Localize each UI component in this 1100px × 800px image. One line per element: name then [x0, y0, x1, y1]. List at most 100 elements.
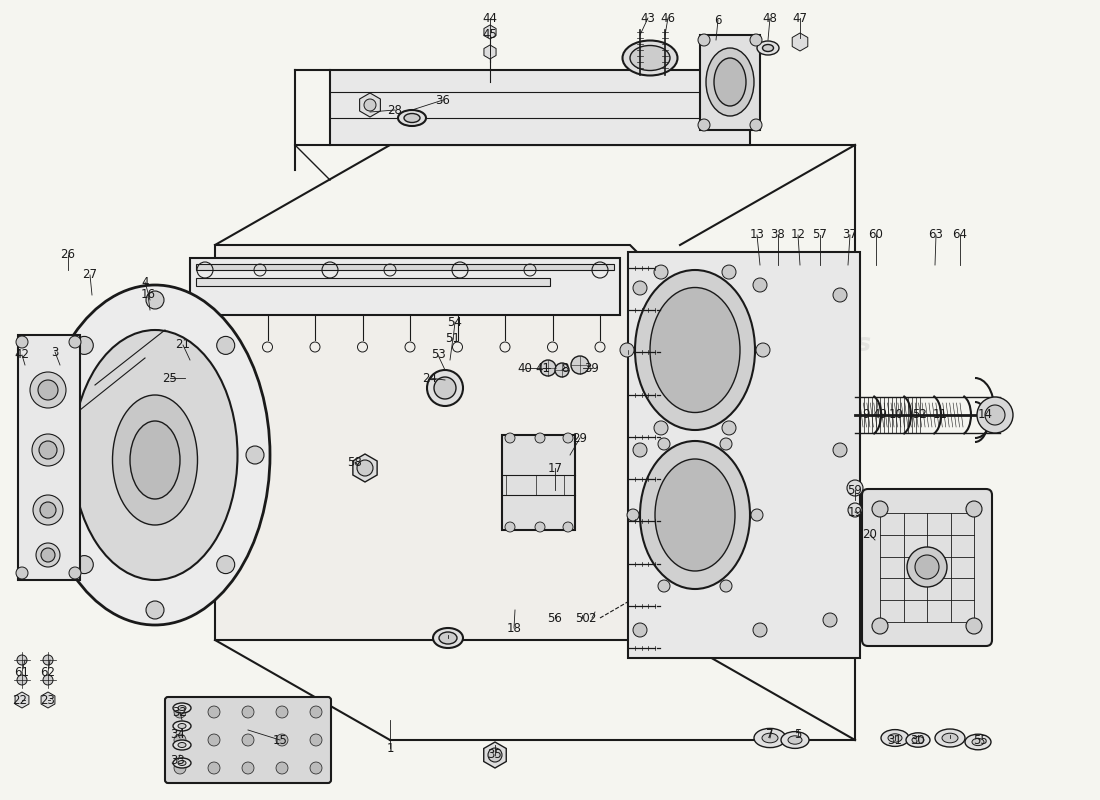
Circle shape	[310, 762, 322, 774]
Ellipse shape	[640, 441, 750, 589]
Polygon shape	[353, 454, 377, 482]
Text: 29: 29	[572, 431, 587, 445]
Circle shape	[848, 503, 862, 517]
Ellipse shape	[433, 628, 463, 648]
Circle shape	[966, 618, 982, 634]
Circle shape	[720, 580, 732, 592]
Circle shape	[310, 706, 322, 718]
Circle shape	[16, 567, 28, 579]
Circle shape	[16, 655, 28, 665]
Circle shape	[208, 706, 220, 718]
Text: 8: 8	[561, 362, 569, 374]
Text: 16: 16	[141, 289, 155, 302]
Text: 53: 53	[430, 349, 446, 362]
Circle shape	[751, 509, 763, 521]
Circle shape	[276, 734, 288, 746]
Ellipse shape	[972, 738, 984, 746]
Text: 58: 58	[348, 455, 362, 469]
Circle shape	[16, 336, 28, 348]
Circle shape	[847, 480, 864, 496]
Text: 48: 48	[762, 11, 778, 25]
Text: 36: 36	[436, 94, 450, 106]
Polygon shape	[628, 252, 860, 658]
FancyBboxPatch shape	[165, 697, 331, 783]
Text: 9: 9	[862, 409, 870, 422]
Circle shape	[33, 495, 63, 525]
Circle shape	[41, 548, 55, 562]
Ellipse shape	[906, 733, 930, 747]
Polygon shape	[15, 692, 29, 708]
Circle shape	[217, 556, 234, 574]
Circle shape	[966, 501, 982, 517]
Ellipse shape	[635, 270, 755, 430]
Text: 7: 7	[767, 729, 773, 742]
Ellipse shape	[912, 736, 924, 744]
Ellipse shape	[706, 48, 754, 116]
Circle shape	[217, 336, 234, 354]
Text: 46: 46	[660, 11, 675, 25]
Ellipse shape	[40, 285, 270, 625]
Circle shape	[823, 613, 837, 627]
Polygon shape	[41, 692, 55, 708]
Circle shape	[620, 343, 634, 357]
Text: eurospares: eurospares	[163, 308, 321, 332]
Circle shape	[242, 706, 254, 718]
Text: 42: 42	[14, 349, 30, 362]
Ellipse shape	[404, 114, 420, 122]
Polygon shape	[700, 35, 760, 130]
Circle shape	[174, 762, 186, 774]
Circle shape	[46, 446, 64, 464]
Circle shape	[43, 655, 53, 665]
Text: 50: 50	[574, 611, 590, 625]
Circle shape	[40, 502, 56, 518]
Text: 23: 23	[41, 694, 55, 706]
Polygon shape	[484, 742, 506, 768]
Ellipse shape	[427, 370, 463, 406]
Ellipse shape	[173, 703, 191, 713]
Circle shape	[310, 734, 322, 746]
Text: eurospares: eurospares	[713, 332, 871, 356]
Ellipse shape	[439, 632, 456, 644]
Circle shape	[364, 99, 376, 111]
Circle shape	[488, 748, 502, 762]
Circle shape	[540, 360, 556, 376]
Text: 62: 62	[41, 666, 55, 678]
Text: eurospares: eurospares	[471, 332, 629, 356]
Ellipse shape	[788, 736, 802, 744]
Circle shape	[563, 433, 573, 443]
Circle shape	[208, 762, 220, 774]
Circle shape	[720, 438, 732, 450]
Circle shape	[39, 380, 58, 400]
Ellipse shape	[178, 723, 186, 729]
Text: 49: 49	[872, 409, 888, 422]
Circle shape	[556, 363, 569, 377]
Ellipse shape	[434, 377, 456, 399]
Ellipse shape	[398, 110, 426, 126]
Ellipse shape	[623, 41, 678, 75]
Text: 17: 17	[548, 462, 562, 474]
Text: 43: 43	[640, 11, 656, 25]
Circle shape	[69, 567, 81, 579]
Text: 45: 45	[483, 29, 497, 42]
Circle shape	[75, 336, 94, 354]
Text: 11: 11	[933, 409, 947, 422]
Ellipse shape	[942, 733, 958, 742]
Text: 55: 55	[972, 734, 988, 746]
Ellipse shape	[754, 728, 786, 747]
Text: 32: 32	[173, 706, 187, 718]
Circle shape	[627, 509, 639, 521]
Circle shape	[242, 734, 254, 746]
Circle shape	[358, 460, 373, 476]
Text: 4: 4	[141, 275, 149, 289]
Circle shape	[754, 623, 767, 637]
Circle shape	[208, 734, 220, 746]
Text: 15: 15	[273, 734, 287, 746]
Ellipse shape	[178, 742, 186, 747]
Circle shape	[69, 336, 81, 348]
Circle shape	[833, 288, 847, 302]
Text: 30: 30	[911, 734, 925, 746]
Circle shape	[872, 618, 888, 634]
Circle shape	[654, 421, 668, 435]
Circle shape	[571, 356, 588, 374]
Text: eurospares: eurospares	[480, 566, 620, 586]
